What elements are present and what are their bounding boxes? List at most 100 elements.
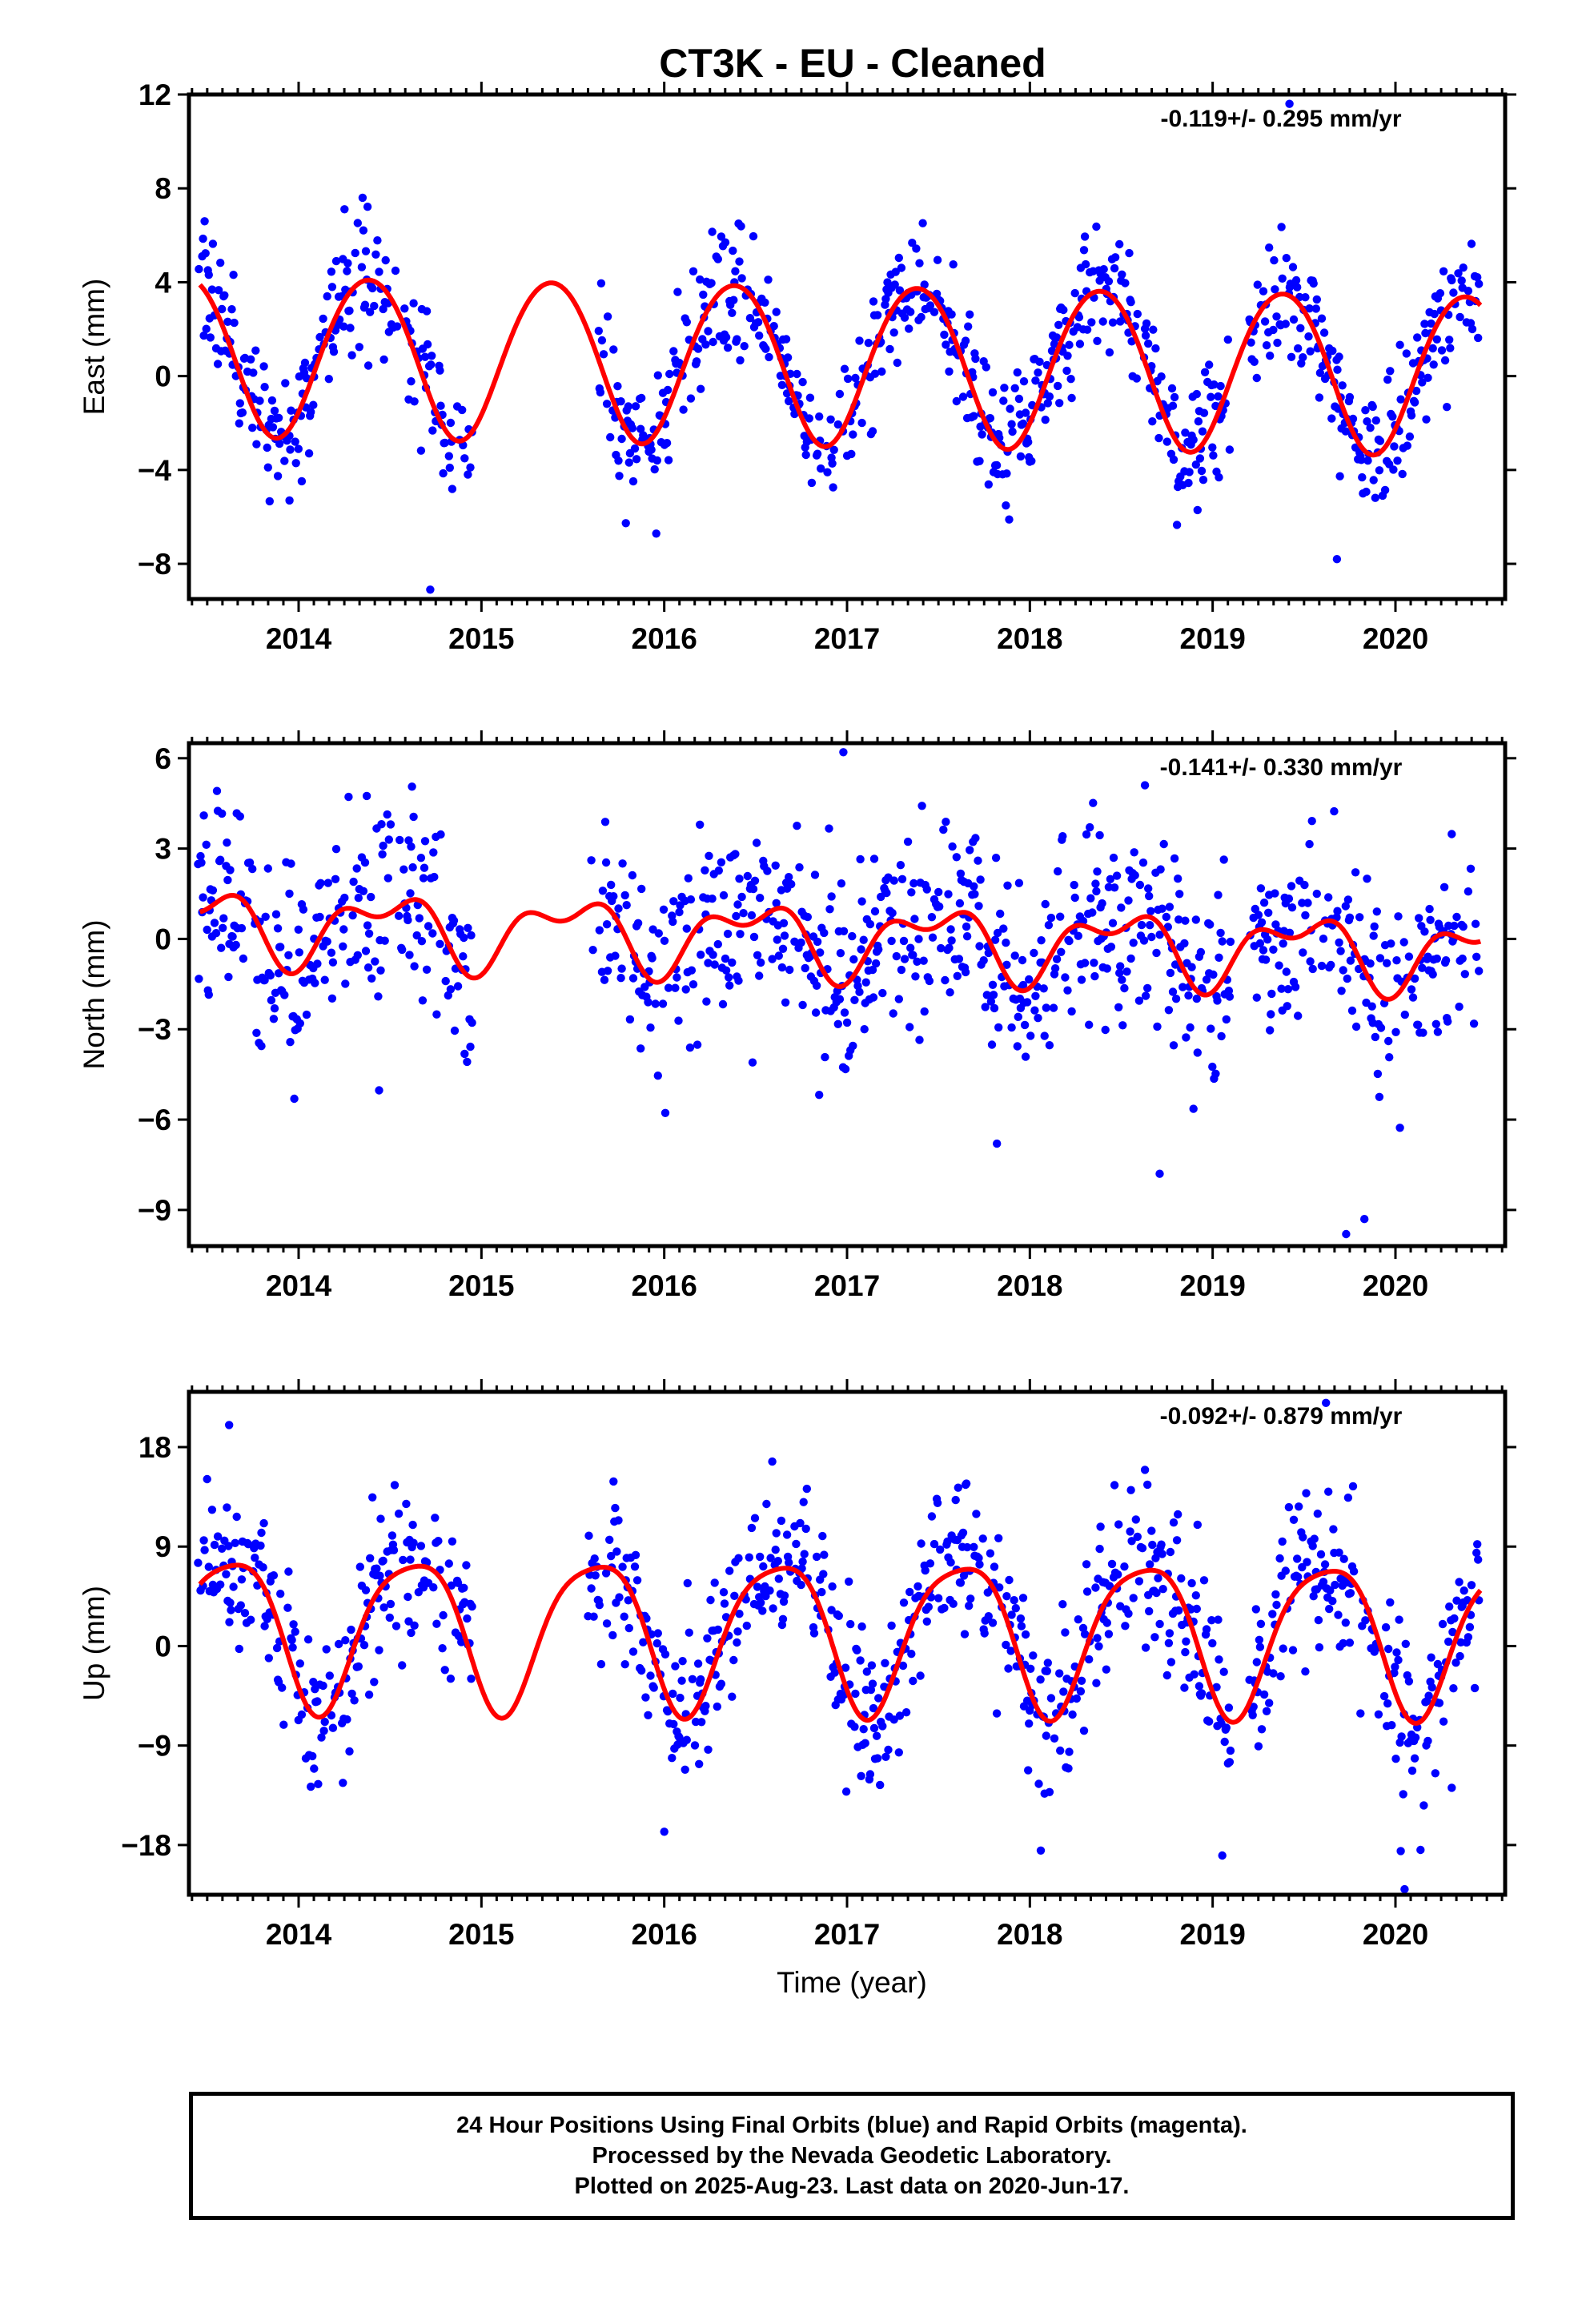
data-point: [851, 373, 860, 383]
data-point: [280, 991, 289, 999]
data-point: [1469, 1019, 1479, 1028]
data-point: [1141, 331, 1150, 340]
data-point: [1076, 1687, 1086, 1696]
data-point: [1383, 375, 1392, 384]
data-point: [801, 963, 809, 973]
data-point: [949, 260, 958, 269]
data-point: [1209, 970, 1218, 979]
data-point: [273, 472, 283, 480]
data-point: [269, 1571, 279, 1580]
data-point: [733, 335, 741, 344]
data-point: [1193, 505, 1203, 515]
data-point: [1327, 960, 1335, 970]
data-point: [1155, 1619, 1164, 1629]
data-point: [792, 1539, 801, 1549]
data-point: [1134, 1577, 1144, 1586]
data-point: [1145, 891, 1154, 901]
data-point: [981, 1003, 990, 1011]
data-point: [418, 996, 428, 1005]
data-point: [940, 1603, 949, 1613]
data-point: [1157, 372, 1166, 381]
data-point: [674, 1016, 683, 1025]
data-point: [1348, 1482, 1358, 1491]
data-point: [276, 1590, 285, 1598]
data-point: [1130, 870, 1139, 880]
data-point: [1218, 1851, 1227, 1860]
data-point: [859, 1725, 868, 1734]
data-point: [790, 937, 799, 947]
data-point: [1018, 980, 1028, 990]
data-point: [600, 818, 610, 826]
data-point: [681, 1765, 689, 1774]
data-point: [699, 290, 708, 300]
data-point: [363, 921, 372, 930]
data-point: [1008, 427, 1017, 436]
data-point: [1464, 287, 1473, 296]
data-point: [697, 1675, 705, 1684]
data-point: [686, 394, 696, 403]
data-point: [1439, 1717, 1448, 1726]
data-point: [444, 452, 453, 460]
data-point: [652, 456, 661, 465]
data-point: [922, 1617, 932, 1626]
x-tick-label: 2017: [814, 1918, 880, 1951]
data-point: [850, 1723, 859, 1731]
data-point: [1447, 1783, 1456, 1792]
data-point: [1110, 263, 1119, 273]
data-point: [1199, 408, 1209, 417]
data-point: [1330, 806, 1339, 816]
data-point: [801, 450, 810, 460]
data-point: [971, 834, 980, 842]
data-point: [849, 955, 858, 964]
data-point: [235, 1644, 243, 1654]
data-point: [1156, 865, 1165, 874]
y-tick-label: 3: [155, 833, 171, 866]
data-point: [1401, 1639, 1411, 1648]
data-point: [899, 1598, 909, 1607]
data-point: [224, 1542, 233, 1550]
data-point: [993, 928, 1002, 938]
caption-line-1: 24 Hour Positions Using Final Orbits (bl…: [456, 2113, 1247, 2138]
data-point: [1148, 417, 1157, 426]
data-point: [1086, 822, 1094, 832]
data-point: [1010, 951, 1019, 960]
data-point: [1014, 879, 1024, 887]
rate-label: -0.092+/- 0.879 mm/yr: [1160, 1403, 1403, 1429]
data-point: [1133, 1532, 1142, 1542]
data-point: [910, 915, 919, 923]
data-point: [1396, 395, 1405, 404]
data-point: [1430, 309, 1439, 319]
data-point: [1091, 879, 1100, 888]
data-point: [1199, 476, 1208, 485]
data-point: [971, 354, 980, 364]
data-point: [1440, 356, 1450, 365]
data-point: [1427, 1653, 1435, 1662]
data-point: [1464, 1633, 1473, 1642]
data-point: [468, 1018, 476, 1027]
data-point: [1385, 1053, 1394, 1062]
data-point: [1410, 398, 1419, 407]
data-point: [1184, 478, 1193, 488]
data-point: [1254, 1742, 1263, 1751]
x-tick-label: 2018: [997, 1918, 1062, 1951]
data-point: [231, 940, 240, 950]
data-point: [1093, 336, 1102, 345]
data-point: [936, 1545, 945, 1554]
data-point: [1363, 417, 1371, 426]
data-point: [745, 1553, 753, 1562]
data-point: [661, 1650, 670, 1659]
data-point: [613, 382, 622, 391]
data-point: [958, 1528, 968, 1538]
data-point: [906, 308, 915, 316]
data-point: [287, 859, 295, 868]
data-point: [1104, 1630, 1114, 1638]
data-point: [1259, 899, 1269, 907]
data-point: [878, 988, 887, 998]
data-point: [1322, 1398, 1331, 1408]
data-point: [894, 253, 904, 263]
data-point: [780, 1591, 789, 1600]
data-point: [1081, 259, 1090, 269]
data-point: [284, 951, 293, 960]
data-point: [678, 1657, 687, 1666]
data-point: [1193, 1048, 1203, 1057]
